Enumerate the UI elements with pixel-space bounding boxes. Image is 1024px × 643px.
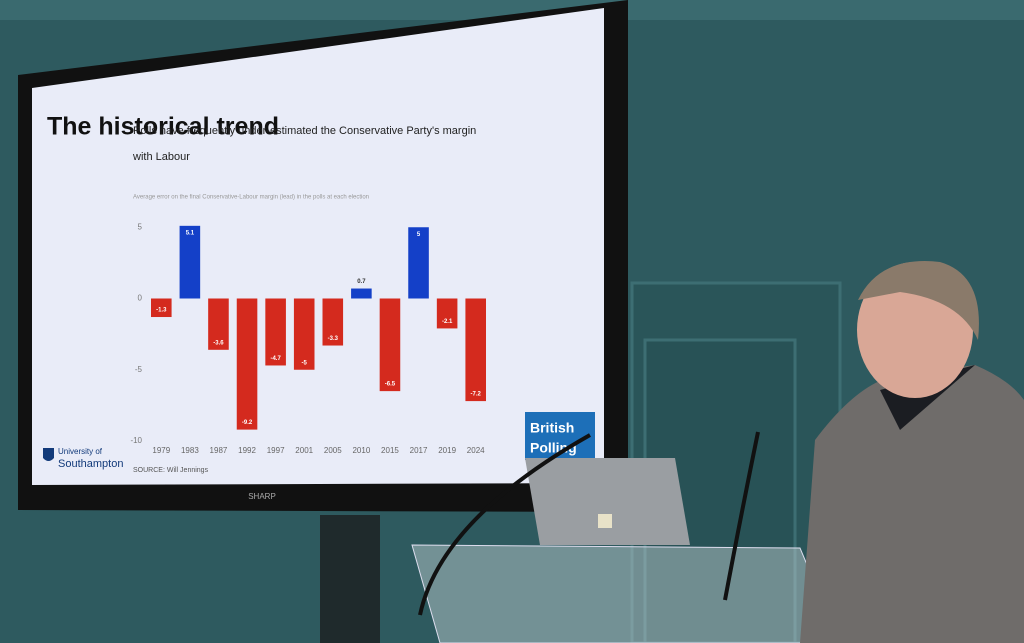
slide <box>32 8 604 485</box>
bar <box>351 288 372 299</box>
x-tick-label: 1987 <box>210 446 228 455</box>
bar <box>436 298 458 329</box>
x-tick-label: 1983 <box>181 446 199 455</box>
value-label: -9.2 <box>242 420 253 426</box>
y-tick-label: 0 <box>138 294 143 303</box>
x-tick-label: 2017 <box>410 446 428 455</box>
university-line-2: Southampton <box>58 458 123 470</box>
microphone <box>723 431 760 601</box>
x-tick-label: 2005 <box>324 446 342 455</box>
x-tick-label: 1979 <box>152 446 170 455</box>
chart-title-box: Polls have frequently under-estimated th… <box>133 125 477 163</box>
y-tick-label: -10 <box>130 436 142 445</box>
chart-title: Polls have frequently under-estimated th… <box>133 125 477 163</box>
x-tick-label: 2001 <box>295 446 313 455</box>
value-label: -1.3 <box>156 308 167 314</box>
bar <box>322 298 344 346</box>
tv-stand <box>320 515 380 643</box>
y-tick-label: 5 <box>138 222 143 231</box>
bar <box>408 227 429 299</box>
value-label: -3.6 <box>213 340 224 346</box>
person-hair <box>858 261 979 340</box>
x-tick-label: 1997 <box>267 446 285 455</box>
source: SOURCE: Will Jennings <box>133 467 209 474</box>
brand-line-1: British <box>530 420 574 436</box>
bar <box>379 298 401 392</box>
microphone <box>418 433 591 616</box>
value-label: -7.2 <box>471 392 482 398</box>
value-label: 0.7 <box>357 279 366 285</box>
x-tick-label: 2015 <box>381 446 399 455</box>
y-tick-label: -5 <box>135 365 143 374</box>
value-label: 5.1 <box>186 230 195 236</box>
chart: 5 0 -5 -10 1979 -1.3 1983 5.1 1987 -3.6 1992 -9.2 19… <box>130 222 486 455</box>
x-tick-label: 2019 <box>438 446 456 455</box>
x-tick-label: 2010 <box>352 446 370 455</box>
value-label: -6.5 <box>385 382 396 388</box>
bar <box>265 298 286 366</box>
value-label: -5 <box>302 360 308 366</box>
x-tick-label: 2024 <box>467 446 485 455</box>
value-label: -3.3 <box>328 336 339 342</box>
podium <box>411 544 841 643</box>
x-tick-label: 1992 <box>238 446 256 455</box>
university-crest <box>43 448 54 461</box>
bar <box>208 298 229 350</box>
bar <box>179 225 201 299</box>
bar <box>465 298 486 402</box>
laptop <box>525 458 690 545</box>
slide-heading: The historical trend <box>47 113 279 141</box>
value-label: -2.1 <box>442 319 453 325</box>
bar <box>151 298 172 318</box>
laptop-logo <box>598 514 612 528</box>
bar <box>236 298 258 430</box>
university-line-1: University of <box>58 447 103 456</box>
ceiling-edge <box>0 0 1024 20</box>
person-jacket <box>800 365 1024 643</box>
bar <box>293 298 315 370</box>
tv-brand: SHARP <box>248 492 276 501</box>
value-label: 5 <box>417 232 421 238</box>
value-label: -4.7 <box>270 356 281 362</box>
chart-subtitle: Average error on the final Conservative-… <box>133 195 369 201</box>
